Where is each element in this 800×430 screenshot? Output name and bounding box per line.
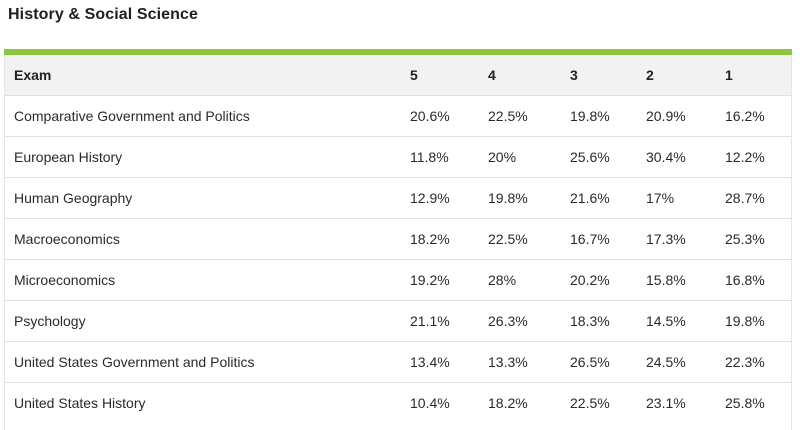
score-4-cell: 26.3% [488, 312, 528, 329]
score-5-cell: 13.4% [410, 353, 450, 370]
score-4-cell: 13.3% [488, 353, 528, 370]
exam-name: Macroeconomics [14, 230, 120, 247]
exam-name: Human Geography [14, 189, 133, 206]
score-2-cell: 15.8% [646, 271, 686, 288]
score-4-cell: 28% [488, 271, 517, 288]
header-score-3: 3 [570, 66, 578, 83]
header-score-2: 2 [646, 66, 654, 83]
section-title: History & Social Science [8, 6, 199, 23]
score-3-cell: 25.6% [570, 148, 610, 165]
header-score-5: 5 [410, 66, 418, 83]
table-header: Exam 5 4 3 2 1 [4, 55, 792, 95]
score-distribution-table: Exam 5 4 3 2 1 Comparative Government an… [4, 55, 792, 423]
score-5-cell: 11.8% [410, 148, 449, 165]
table-row: Psychology 21.1% 26.3% 18.3% 14.5% 19.8% [4, 300, 792, 341]
table-body: Comparative Government and Politics 20.6… [4, 95, 792, 423]
score-1-cell: 22.3% [725, 353, 765, 370]
score-1-cell: 12.2% [725, 148, 765, 165]
header-score-1: 1 [725, 66, 733, 83]
score-3-cell: 18.3% [570, 312, 610, 329]
exam-name: United States History [14, 394, 146, 411]
header-exam: Exam [14, 66, 52, 83]
header-row: Exam 5 4 3 2 1 [4, 55, 792, 95]
score-5-cell: 10.4% [410, 394, 450, 411]
score-1-cell: 16.2% [725, 107, 765, 124]
score-1-cell: 28.7% [725, 189, 765, 206]
score-2-cell: 24.5% [646, 353, 686, 370]
accent-bar [4, 49, 792, 55]
score-5-cell: 19.2% [410, 271, 450, 288]
score-4-cell: 19.8% [488, 189, 528, 206]
score-2-cell: 20.9% [646, 107, 686, 124]
score-3-cell: 26.5% [570, 353, 610, 370]
score-1-cell: 19.8% [725, 312, 765, 329]
table-row: United States History 10.4% 18.2% 22.5% … [4, 382, 792, 423]
exam-name: Comparative Government and Politics [14, 107, 250, 124]
exam-name: United States Government and Politics [14, 353, 255, 370]
table-row: United States Government and Politics 13… [4, 341, 792, 382]
score-3-cell: 16.7% [570, 230, 610, 247]
score-4-cell: 22.5% [488, 107, 528, 124]
exam-name: Microeconomics [14, 271, 116, 288]
score-2-cell: 17.3% [646, 230, 686, 247]
score-4-cell: 22.5% [488, 230, 528, 247]
score-1-cell: 25.3% [725, 230, 765, 247]
score-2-cell: 30.4% [646, 148, 686, 165]
table-row: Macroeconomics 18.2% 22.5% 16.7% 17.3% 2… [4, 218, 792, 259]
table-row: European History 11.8% 20% 25.6% 30.4% 1… [4, 136, 792, 177]
score-4-cell: 20% [488, 148, 517, 165]
score-3-cell: 19.8% [570, 107, 610, 124]
exam-name: Psychology [14, 312, 86, 329]
table-row: Microeconomics 19.2% 28% 20.2% 15.8% 16.… [4, 259, 792, 300]
table-row: Comparative Government and Politics 20.6… [4, 95, 792, 136]
exam-name: European History [14, 148, 123, 165]
score-3-cell: 22.5% [570, 394, 610, 411]
score-1-cell: 25.8% [725, 394, 765, 411]
header-score-4: 4 [488, 66, 496, 83]
score-5-cell: 18.2% [410, 230, 450, 247]
score-2-cell: 17% [646, 189, 675, 206]
score-1-cell: 16.8% [725, 271, 765, 288]
score-2-cell: 23.1% [646, 394, 686, 411]
score-5-cell: 20.6% [410, 107, 450, 124]
table-row: Human Geography 12.9% 19.8% 21.6% 17% 28… [4, 177, 792, 218]
score-3-cell: 20.2% [570, 271, 610, 288]
table-left-edge [4, 55, 5, 430]
score-5-cell: 12.9% [410, 189, 450, 206]
score-distribution-table-wrap: Exam 5 4 3 2 1 Comparative Government an… [4, 55, 792, 423]
table-right-edge [791, 55, 792, 430]
score-5-cell: 21.1% [410, 312, 450, 329]
score-2-cell: 14.5% [646, 312, 686, 329]
score-3-cell: 21.6% [570, 189, 610, 206]
score-4-cell: 18.2% [488, 394, 528, 411]
